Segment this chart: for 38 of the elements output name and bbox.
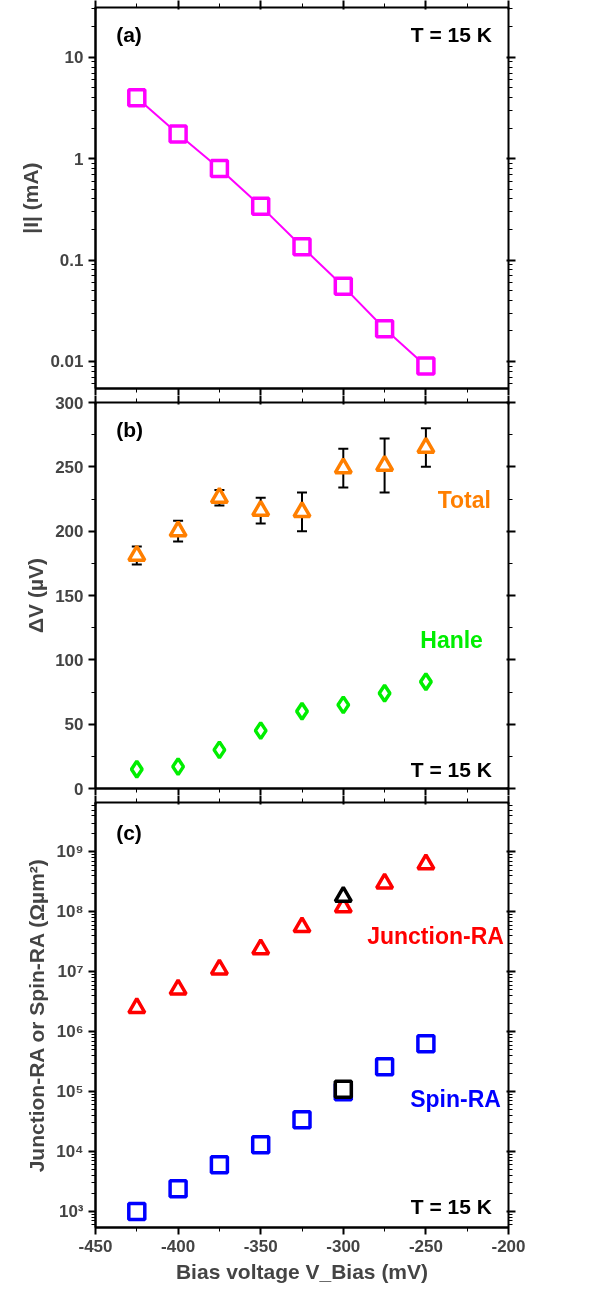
x-tick-label: -200 — [491, 1236, 526, 1256]
series-label: Spin-RA — [410, 1085, 501, 1112]
y-tick-label: 10⁴ — [56, 1142, 84, 1162]
y-tick-label: 10⁷ — [57, 962, 84, 982]
y-tick-label: 50 — [64, 715, 84, 735]
y-tick-label: 100 — [55, 650, 84, 670]
annotation: (a) — [116, 22, 142, 46]
y-tick-label: 10⁵ — [56, 1082, 84, 1102]
annotation: T = 15 K — [410, 1194, 492, 1218]
y-tick-label: 0.01 — [50, 352, 84, 372]
x-tick-label: -300 — [326, 1236, 361, 1256]
y-tick-label: 10⁶ — [56, 1022, 84, 1042]
y-tick-label: 250 — [55, 457, 84, 477]
y-tick-label: 10⁹ — [56, 842, 84, 862]
y-tick-label: 10 — [64, 48, 84, 68]
series-label: Junction-RA — [367, 923, 504, 950]
x-tick-label: -450 — [78, 1236, 113, 1256]
x-tick-label: -350 — [243, 1236, 278, 1256]
series-label: Total — [437, 486, 491, 513]
annotation: (b) — [116, 418, 143, 442]
y-axis-title: ΔV (µV) — [24, 557, 48, 634]
series-label: Hanle — [420, 626, 483, 653]
y-tick-label: 10³ — [58, 1201, 84, 1221]
y-tick-label: 10⁸ — [56, 902, 84, 922]
y-tick-label: 0.1 — [59, 251, 84, 271]
x-tick-label: -400 — [161, 1236, 196, 1256]
y-tick-label: 300 — [55, 393, 84, 413]
y-axis-title: Junction-RA or Spin-RA (Ωµm²) — [25, 859, 49, 1173]
annotation: T = 15 K — [410, 757, 492, 781]
y-tick-label: 200 — [55, 522, 84, 542]
y-tick-label: 0 — [74, 779, 84, 799]
y-tick-label: 1 — [74, 149, 84, 169]
annotation: T = 15 K — [410, 22, 492, 46]
x-axis-title: Bias voltage V_Bias (mV) — [175, 1259, 429, 1283]
x-tick-label: -250 — [408, 1236, 443, 1256]
annotation: (c) — [116, 820, 142, 844]
y-tick-label: 150 — [55, 586, 84, 606]
y-axis-title: |I| (mA) — [19, 162, 43, 234]
